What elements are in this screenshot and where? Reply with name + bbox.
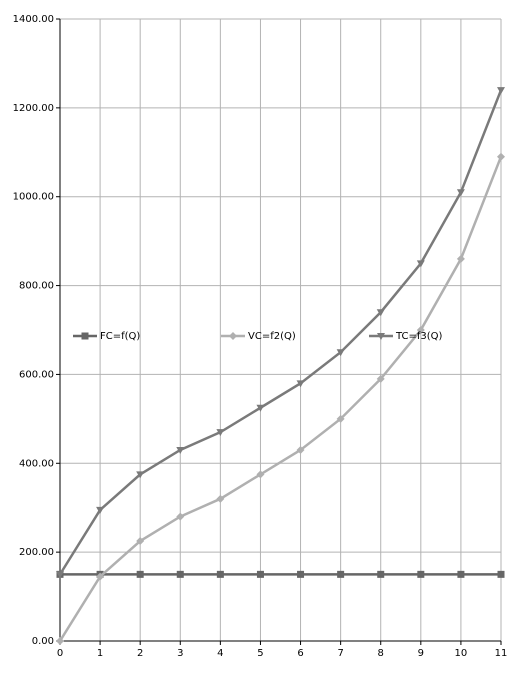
data-point (216, 429, 225, 437)
data-point (56, 571, 64, 579)
legend-label: TC=f3(Q) (395, 331, 443, 342)
y-tick-label: 400.00 (19, 458, 54, 469)
y-tick-label: 800.00 (19, 281, 54, 292)
x-tick-label: 1 (97, 648, 103, 659)
data-point (136, 471, 145, 479)
data-point (416, 326, 425, 334)
y-tick-label: 1200.00 (13, 103, 54, 114)
data-point (456, 254, 465, 263)
data-point (417, 570, 425, 578)
x-tick-label: 0 (57, 648, 63, 659)
x-tick-label: 8 (378, 648, 384, 659)
data-point (256, 470, 265, 479)
data-point (497, 87, 505, 95)
x-tick-label: 3 (177, 648, 183, 659)
x-tick-label: 5 (257, 648, 263, 659)
data-point (296, 380, 305, 388)
data-point (337, 570, 345, 578)
data-point (377, 570, 385, 578)
x-tick-label: 4 (217, 648, 223, 659)
data-point (376, 374, 385, 383)
data-point (336, 414, 345, 423)
y-tick-label: 0.00 (32, 636, 54, 647)
data-point (457, 570, 465, 578)
data-point (216, 494, 225, 503)
data-point (296, 445, 305, 454)
legend-label: FC=f(Q) (100, 331, 140, 342)
data-point (216, 570, 224, 578)
data-point (497, 570, 505, 578)
series-line (58, 156, 503, 642)
legend-marker (81, 332, 89, 340)
y-tick-label: 1400.00 (13, 14, 54, 25)
data-point (176, 512, 185, 521)
data-point (297, 570, 305, 578)
data-point (416, 260, 425, 268)
series-line (58, 89, 503, 576)
data-point (256, 570, 264, 578)
data-point (136, 537, 145, 546)
x-tick-label: 10 (455, 648, 468, 659)
x-tick-label: 11 (495, 648, 508, 659)
x-tick-label: 6 (297, 648, 303, 659)
data-point (136, 570, 144, 578)
x-tick-label: 7 (337, 648, 343, 659)
data-point (176, 570, 184, 578)
legend-marker (377, 333, 385, 340)
data-point (376, 309, 385, 317)
data-point (336, 349, 345, 357)
data-point (256, 404, 265, 412)
x-tick-label: 2 (137, 648, 143, 659)
data-point (456, 189, 465, 197)
legend-marker (229, 332, 237, 340)
data-point (176, 446, 185, 454)
data-point (497, 152, 505, 161)
data-point (96, 506, 105, 514)
data-point (96, 572, 105, 581)
x-tick-label: 9 (418, 648, 424, 659)
y-tick-label: 1000.00 (13, 192, 54, 203)
data-point (56, 637, 64, 645)
legend-label: VC=f2(Q) (248, 331, 296, 342)
y-tick-label: 200.00 (19, 547, 54, 558)
y-tick-label: 600.00 (19, 369, 54, 380)
